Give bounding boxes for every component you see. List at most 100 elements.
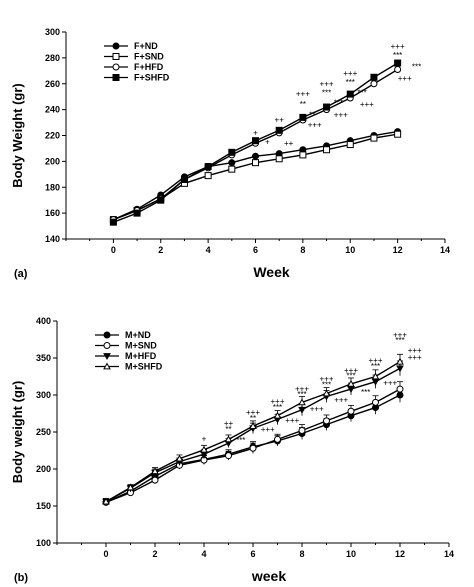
data-point [396,385,404,393]
x-tick-label: 4 [201,549,206,559]
significance-mark: *** [334,99,343,108]
data-point [394,130,402,138]
significance-mark: *** [346,78,355,87]
y-tick-label: 140 [45,234,60,244]
x-tick-label: 10 [346,549,356,559]
significance-mark: *** [273,403,282,412]
significance-mark: ++ [275,116,285,125]
x-tick-label: 14 [440,245,450,255]
significance-mark: *** [393,51,402,60]
data-point [346,141,354,149]
legend-marker [112,53,120,60]
significance-mark: + [202,435,207,444]
data-point [224,435,233,443]
x-tick-label: 4 [206,245,211,255]
significance-mark: +++ [368,356,382,365]
data-point [323,146,331,154]
x-tick-label: 8 [299,549,304,559]
panel-label: (b) [14,572,28,584]
data-point [249,422,257,429]
data-point [157,196,165,204]
y-axis-label: Body weight (gr) [10,381,25,484]
significance-mark: *** [236,436,245,445]
significance-mark: ++ [284,139,294,148]
legend-entry: M+SHFD [125,362,163,372]
y-tick-label: 250 [36,427,51,437]
data-point [126,483,135,491]
data-point [347,379,355,387]
x-tick-label: 12 [393,245,403,255]
data-point [249,444,257,452]
data-point [175,454,184,462]
data-point [109,218,117,226]
x-tick-label: 6 [253,245,258,255]
significance-mark: +++ [320,79,334,88]
legend-marker [103,342,111,349]
data-point [323,103,331,111]
x-tick-label: 0 [111,245,116,255]
legend-marker [112,74,120,81]
significance-mark: +++ [296,90,310,99]
data-point [180,175,188,183]
x-tick-label: 12 [395,549,405,559]
significance-mark: +++ [261,425,275,434]
data-point [322,389,331,397]
y-tick-label: 180 [45,182,60,192]
significance-mark: +++ [344,366,358,375]
data-point [200,445,208,453]
significance-mark: ** [309,110,315,119]
significance-mark: +++ [246,408,260,417]
y-tick-label: 240 [45,105,60,115]
legend-entry: F+SHFD [134,73,170,83]
x-tick-label: 6 [250,549,255,559]
legend-entry: F+SND [134,52,164,62]
data-point [299,151,307,159]
x-axis-label: Week [253,264,290,280]
series-line-f-snd [113,133,398,221]
data-point [252,159,259,167]
chart-panel-a: 140 160 180 200 220 240 260 280 300 0 2 4 6 8 10 12 14 We… [10,27,450,280]
significance-mark: +++ [334,395,348,404]
x-axis-label: week [251,568,286,584]
data-point [370,73,378,81]
legend-entry: M+SND [125,341,157,351]
significance-mark: +++ [398,74,412,83]
y-tick-label: 400 [36,316,51,326]
significance-mark: +++ [295,384,309,393]
significance-mark: *** [297,390,306,399]
significance-mark: *** [346,372,355,381]
y-tick-label: 350 [36,353,51,363]
data-point [228,165,236,173]
data-point [151,467,159,475]
data-point [252,152,259,160]
data-point [371,372,380,380]
significance-mark: +++ [334,110,348,119]
significance-mark: +++ [270,397,284,406]
data-point [204,172,212,180]
significance-mark: +++ [383,378,397,387]
legend-entry: F+ND [134,41,158,51]
data-point [102,497,110,505]
data-point [274,435,281,443]
data-point [252,137,259,145]
significance-mark: + [265,138,270,147]
legend-marker [112,42,120,50]
x-tick-label: 2 [158,245,163,255]
significance-mark: + [253,129,258,138]
significance-mark: +++ [391,42,405,51]
significance-mark: *** [357,88,366,97]
significance-mark: *** [322,381,331,390]
significance-mark: *** [395,336,404,345]
y-tick-label: 300 [45,27,60,37]
significance-mark: ** [225,425,231,434]
significance-mark: +++ [360,100,374,109]
x-tick-label: 0 [103,549,108,559]
data-point [298,398,306,406]
x-tick-label: 14 [444,549,454,559]
y-tick-label: 220 [45,131,60,141]
x-tick-label: 8 [300,245,305,255]
significance-mark: ++ [224,419,234,428]
significance-mark: +++ [310,404,324,413]
data-point [372,398,379,406]
